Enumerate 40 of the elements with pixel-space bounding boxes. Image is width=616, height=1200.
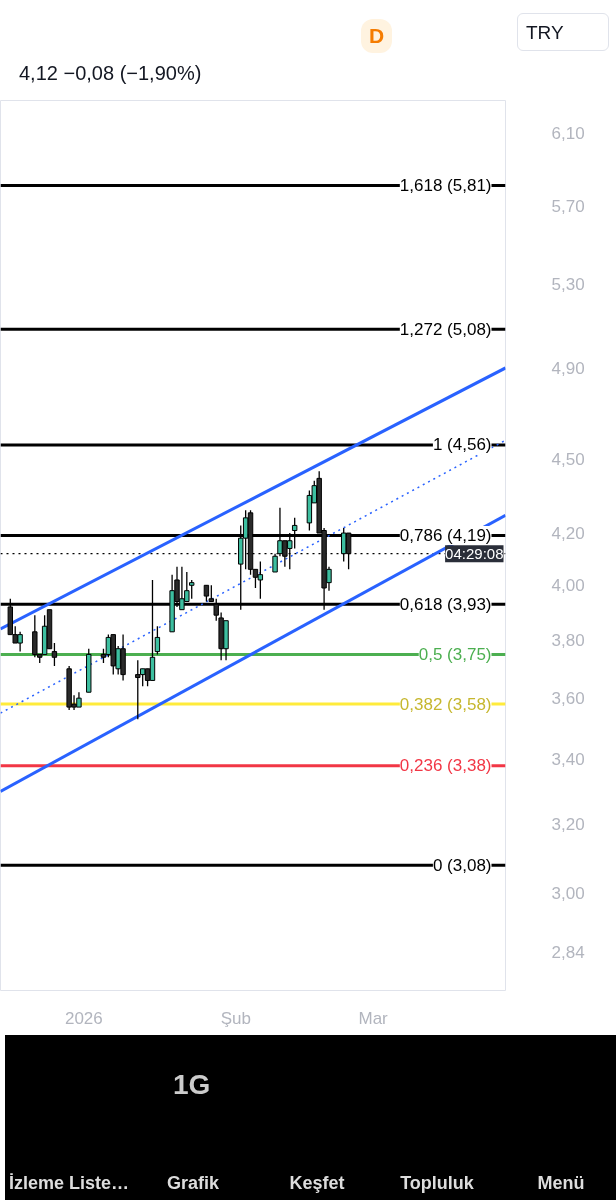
ref-line-label: 1,272 (5,08) <box>399 319 492 339</box>
ref-line-label: 0,618 (3,93) <box>399 594 492 614</box>
ref-line-label: 0 (3,08) <box>432 855 492 875</box>
ref-line-label: 1,618 (5,81) <box>399 176 492 196</box>
y-tick-label: 3,20 <box>551 815 585 835</box>
text: Topluluk <box>400 1172 474 1195</box>
text: İzleme Liste… <box>8 1172 130 1195</box>
candlestick <box>272 553 278 573</box>
x-tick-label: Mar <box>358 1008 389 1028</box>
ref-line-label: 0,382 (3,58) <box>399 694 492 714</box>
x-tick-label: 2026 <box>64 1008 103 1028</box>
y-tick-label: 3,60 <box>551 689 585 709</box>
text: Grafik <box>166 1172 220 1195</box>
text: Menü <box>537 1172 585 1195</box>
y-tick-label: 3,40 <box>551 750 585 770</box>
y-tick-label: 4,50 <box>551 450 585 470</box>
y-tick-label: 4,90 <box>551 358 585 378</box>
ref-line-label: 0,786 (4,19) <box>399 526 492 546</box>
y-tick-label: 4,20 <box>551 524 585 544</box>
text: 1G <box>173 1068 211 1102</box>
candlestick <box>257 560 264 600</box>
text: 4,12 −0,08 (−1,90%) <box>19 61 202 86</box>
text: Keşfet <box>289 1172 345 1195</box>
y-tick-label: 6,10 <box>551 124 585 144</box>
y-tick-label: 3,80 <box>551 631 585 651</box>
x-tick-label: Şub <box>220 1008 251 1028</box>
text: TRY <box>517 13 609 51</box>
ref-line-label: 0,236 (3,38) <box>399 756 492 776</box>
candlestick <box>135 659 141 720</box>
y-tick-label: 2,84 <box>551 943 585 963</box>
candlestick <box>154 625 161 656</box>
ref-line-label: 0,5 (3,75) <box>418 644 492 664</box>
text: D <box>361 19 393 53</box>
ref-line-label: 04:29:08 <box>445 545 504 563</box>
y-tick-label: 3,00 <box>551 884 585 904</box>
y-tick-label: 5,30 <box>551 274 585 294</box>
candlestick <box>51 642 58 667</box>
y-tick-label: 4,00 <box>551 576 585 596</box>
y-tick-label: 5,70 <box>551 196 585 216</box>
ref-line-label: 1 (4,56) <box>432 435 492 455</box>
